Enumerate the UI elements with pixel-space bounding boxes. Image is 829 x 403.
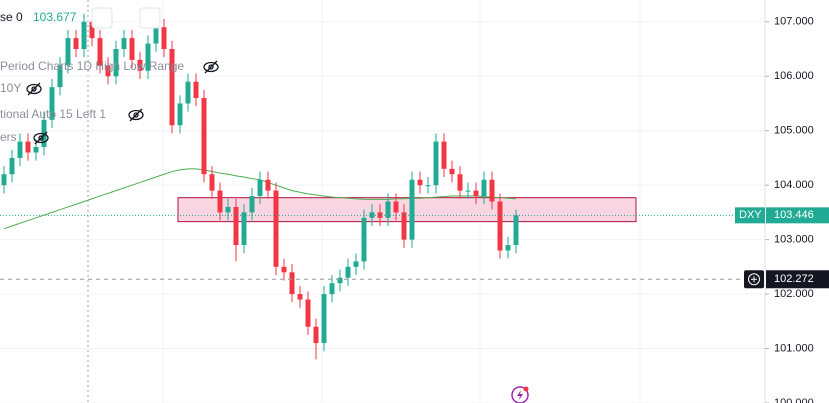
candle-body (481, 179, 487, 197)
candle-body (73, 38, 79, 50)
candle-body (65, 38, 71, 66)
symbol-label-bg (735, 207, 765, 224)
candle-body (33, 147, 39, 153)
candle-body (385, 201, 391, 218)
candle-body (121, 38, 127, 50)
legend-text: Period Charts 1D High Low Range (0, 59, 184, 73)
candle-body (249, 196, 255, 213)
y-tick-label: 105.000 (774, 125, 814, 137)
candle-body (473, 190, 479, 197)
candle-body (377, 212, 383, 218)
candle-body (105, 65, 111, 77)
candle-body (409, 179, 415, 240)
candle-body (129, 38, 135, 60)
symbol-label: DXY (739, 209, 762, 221)
candle-body (449, 168, 455, 175)
candle-body (305, 299, 311, 327)
zone (177, 197, 637, 223)
candle-body (465, 190, 471, 192)
y-tick-label: 106.000 (774, 70, 814, 82)
candle-body (57, 65, 63, 88)
candle-body (257, 179, 263, 197)
candle-body (137, 59, 143, 71)
last-price-label: 103.446 (774, 209, 814, 221)
legend-text: ers (0, 130, 17, 144)
candle-body (177, 103, 183, 126)
last-price-bg (766, 207, 829, 224)
candle-body (169, 49, 175, 126)
crosshair-plus (751, 276, 757, 283)
candle-body (241, 212, 247, 246)
y-tick-label: 100.000 (774, 397, 814, 403)
y-tick-label: 104.000 (774, 179, 814, 191)
eye-icons[interactable] (26, 60, 219, 145)
candle-body (81, 21, 87, 50)
legend-value: 103.677 (33, 10, 77, 24)
candle-body (345, 266, 351, 278)
candle-body (337, 277, 343, 284)
candle-body (265, 179, 271, 191)
legend-text: tional Auto 15 Left 1 (0, 107, 106, 121)
alert-icon[interactable] (511, 386, 529, 403)
candle-body (145, 43, 151, 71)
legend-button[interactable] (91, 7, 113, 29)
candle-body (193, 81, 199, 99)
y-tick-label: 107.000 (774, 16, 814, 28)
candle-body (457, 174, 463, 191)
price-axis: 100.000 101.000 102.000 103.000 104.000 105.0… (735, 16, 829, 403)
candle-body (513, 215, 519, 246)
candle-body (233, 206, 239, 246)
candle-body (1, 174, 7, 186)
candle-body (289, 272, 295, 295)
candle-body (497, 201, 503, 251)
y-tick-label: 101.000 (774, 342, 814, 354)
legend-button[interactable] (139, 7, 161, 29)
candle-body (113, 49, 119, 77)
candle-body (353, 261, 359, 267)
candle-body (417, 179, 423, 186)
candle-body (161, 27, 167, 50)
candle-body (281, 266, 287, 273)
candle-body (217, 190, 223, 213)
crosshair-price-bg (766, 270, 829, 289)
candle-body (153, 27, 159, 44)
candle-body (209, 174, 215, 191)
candle-body (329, 283, 335, 295)
crosshair-price-label: 102.272 (774, 273, 814, 285)
legend-text: 10Y (0, 81, 21, 95)
candle-body (89, 21, 95, 39)
legend-text: se 0 (0, 10, 23, 24)
candle-body (25, 141, 31, 153)
candle-body (201, 98, 207, 175)
candle-body (425, 185, 431, 187)
candle-body (401, 212, 407, 240)
candle-body (433, 141, 439, 186)
plot-area (0, 13, 765, 403)
candle-body (321, 294, 327, 344)
candle-body (17, 141, 23, 158)
candle-body (297, 294, 303, 300)
candle-body (441, 141, 447, 169)
candle-body (393, 201, 399, 213)
candle-body (489, 179, 495, 202)
candle-body (185, 81, 191, 104)
candle-body (313, 326, 319, 344)
candle-body (49, 87, 55, 120)
y-tick-label: 103.000 (774, 234, 814, 246)
candle-body (97, 38, 103, 66)
candle-body (273, 190, 279, 267)
candle-body (505, 245, 511, 251)
crosshair-plus (748, 273, 760, 286)
y-tick-label: 102.000 (774, 288, 814, 300)
candle-body (361, 217, 367, 262)
candle-body (9, 157, 15, 175)
candle-body (225, 206, 231, 213)
legend: se 0 103.677 Period Charts 1D High Low R… (0, 7, 219, 145)
